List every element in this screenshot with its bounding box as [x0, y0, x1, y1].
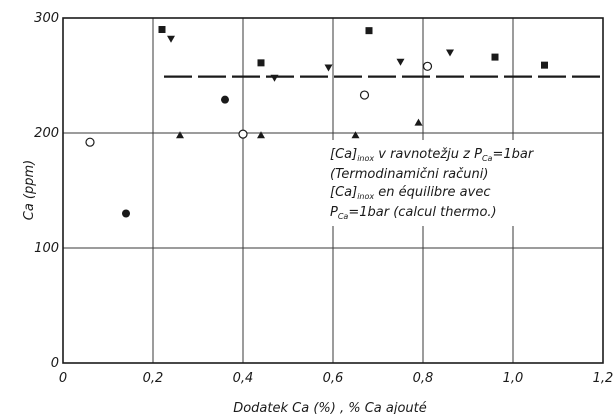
y-axis-title: Ca (ppm)	[22, 160, 37, 221]
data-point-filled-square	[257, 59, 265, 67]
x-tick-label: 0,4	[233, 371, 254, 386]
data-point-filled-square	[541, 61, 548, 69]
data-point-filled-triangle-down	[324, 64, 333, 72]
y-tick-label: 0	[51, 356, 59, 371]
annotation-line-1: [Ca]inox v ravnotežju z PCa=1bar	[330, 147, 535, 163]
x-tick-label: 0	[59, 371, 67, 386]
x-tick-label: 1,0	[503, 371, 524, 386]
data-point-filled-square	[158, 26, 166, 33]
data-point-open-circle	[359, 90, 370, 100]
annotation-line-2: (Termodinamični računi)	[330, 167, 488, 182]
tick-labels: 0 0,2 0,4 0,6 0,8 1,0 1,2 0 100 200 300	[34, 11, 613, 386]
data-point-filled-square	[365, 27, 373, 35]
annotation-line-3: [Ca]inox en équilibre avec	[330, 185, 490, 201]
annotation-box: [Ca]inox v ravnotežju z PCa=1bar (Termod…	[328, 140, 602, 226]
y-tick-label: 200	[34, 126, 59, 141]
x-axis-title: Dodatek Ca (%) , % Ca ajouté	[233, 401, 427, 414]
plot-frame	[62, 17, 604, 364]
annotation-line-4: PCa=1bar (calcul thermo.)	[330, 205, 497, 221]
data-point-open-circle	[85, 137, 95, 147]
y-tick-label: 100	[34, 241, 59, 256]
data-points	[85, 26, 548, 218]
x-tick-label: 0,2	[143, 371, 164, 386]
data-point-filled-triangle-down	[270, 74, 279, 82]
data-point-filled-triangle-up	[176, 131, 184, 139]
data-point-open-circle	[422, 61, 433, 71]
data-point-filled-triangle-up	[414, 118, 423, 126]
data-point-filled-triangle-up	[257, 131, 265, 139]
data-point-filled-triangle-down	[396, 58, 405, 66]
data-point-filled-triangle-up	[351, 131, 360, 139]
data-point-filled-triangle-down	[167, 35, 175, 43]
data-point-open-circle	[238, 129, 248, 139]
data-point-filled-circle	[122, 209, 130, 218]
data-point-filled-circle	[221, 95, 229, 104]
y-tick-label: 300	[34, 11, 59, 26]
data-point-filled-square	[491, 53, 499, 61]
x-tick-label: 1,2	[593, 371, 614, 386]
x-tick-label: 0,6	[323, 371, 344, 386]
data-point-filled-triangle-down	[446, 49, 454, 57]
x-tick-label: 0,8	[413, 371, 434, 386]
